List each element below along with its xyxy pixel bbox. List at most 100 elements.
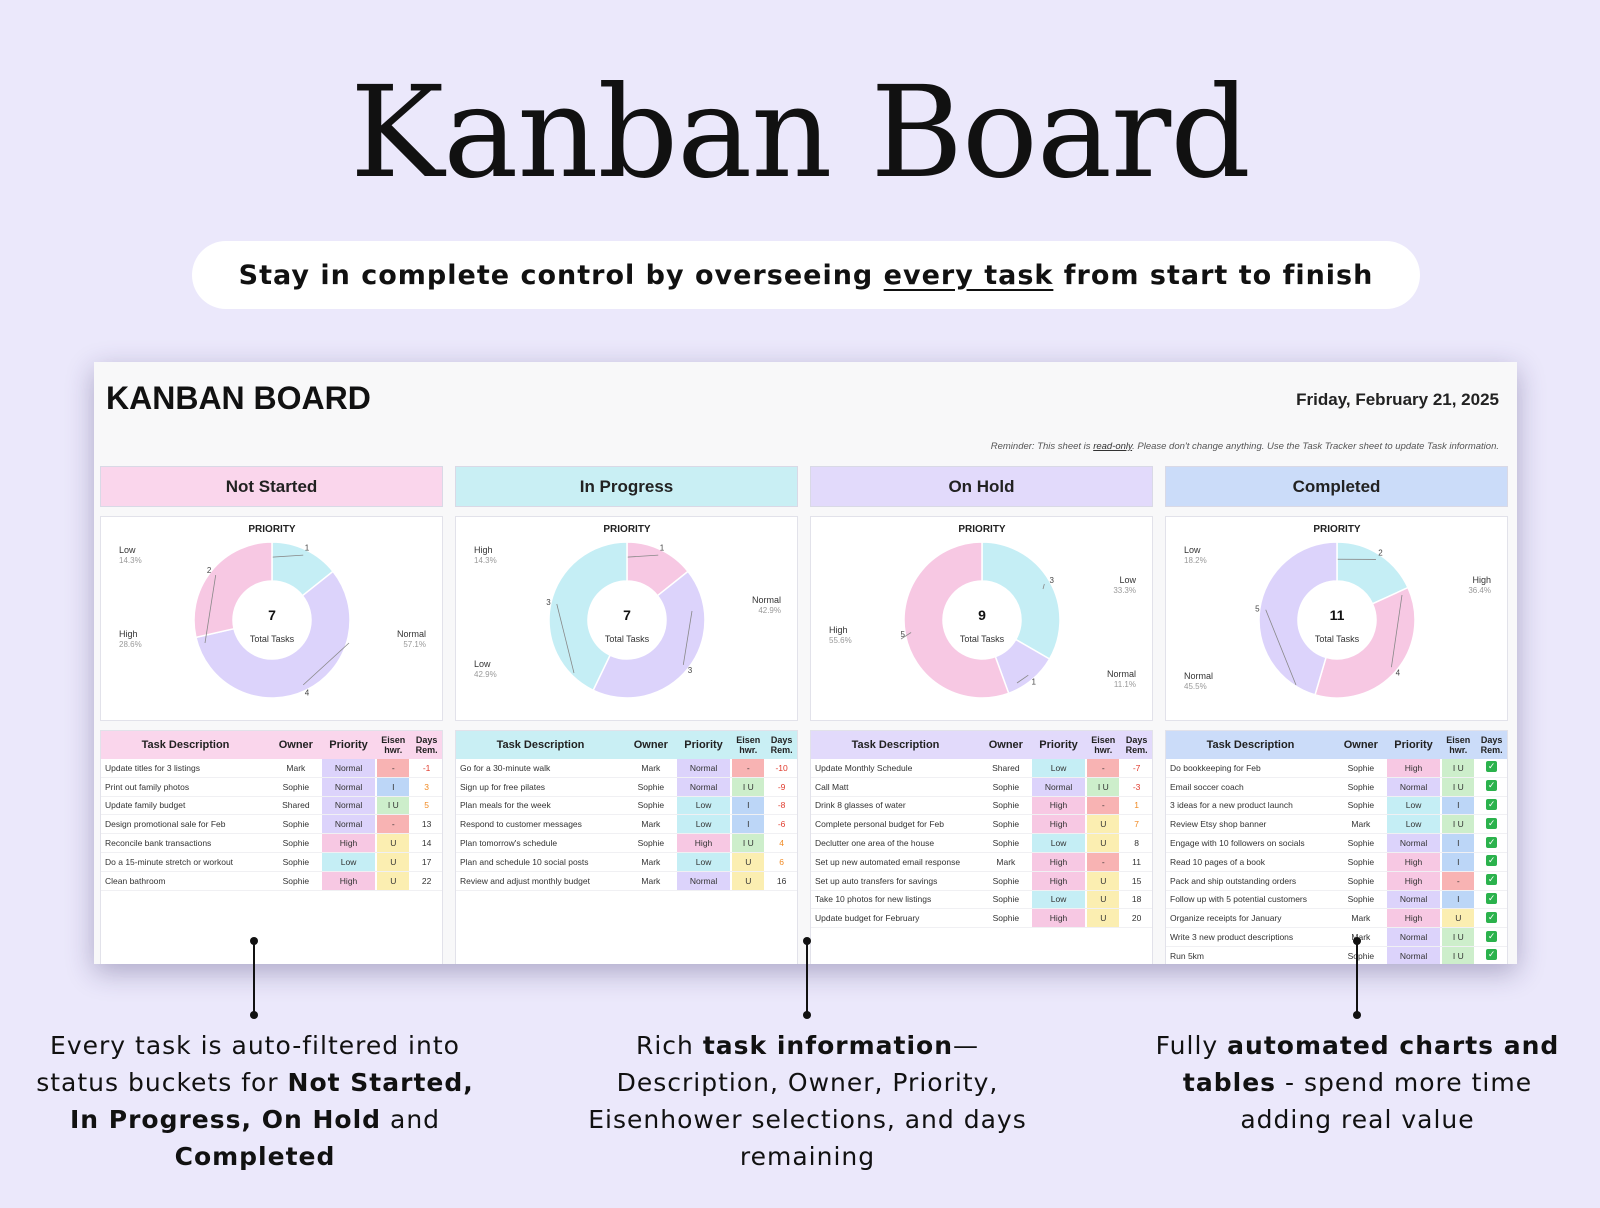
table-row[interactable]: Follow up with 5 potential customers Soph… <box>1166 890 1507 910</box>
header-days[interactable]: Days Rem. <box>1480 735 1503 755</box>
header-owner[interactable]: Owner <box>633 739 668 751</box>
table-row[interactable]: Update budget for February Sophie High U 20 <box>811 909 1152 929</box>
tagline-pill: Stay in complete control by overseeing e… <box>192 241 1420 309</box>
column-header-not_started: Not Started <box>100 466 443 507</box>
table-row[interactable]: Set up new automated email response Mark H… <box>811 852 1152 872</box>
header-days[interactable]: Days Rem. <box>770 735 793 755</box>
header-owner[interactable]: Owner <box>988 739 1023 751</box>
table-row[interactable]: Email soccer coach Sophie Normal I U ✓ <box>1166 777 1507 797</box>
task-priority: Low <box>321 852 376 871</box>
hero-title: Kanban Board <box>350 59 1251 206</box>
task-priority: Low <box>676 852 731 871</box>
task-days-remaining: 6 <box>779 856 784 867</box>
task-owner: Sophie <box>992 781 1020 792</box>
table-row[interactable]: Review and adjust monthly budget Mark Norm… <box>456 871 797 891</box>
caption-left-line4: Completed <box>174 1142 336 1171</box>
completed-check-icon: ✓ <box>1486 761 1498 773</box>
table-row[interactable]: Call Matt Sophie Normal I U -3 <box>811 777 1152 797</box>
table-row[interactable]: Complete personal budget for Feb Sophie Hi… <box>811 815 1152 835</box>
table-row[interactable]: Print out family photos Sophie Normal I 3 <box>101 777 442 797</box>
header-days[interactable]: Days Rem. <box>415 735 438 755</box>
table-row[interactable]: 3 ideas for a new product launch Sophie Lo… <box>1166 796 1507 816</box>
leader-line <box>556 603 575 674</box>
sheet-title: KANBAN BOARD <box>106 380 371 416</box>
table-row[interactable]: Drink 8 glasses of water Sophie High - 1 <box>811 796 1152 816</box>
table-row[interactable]: Go for a 30-minute walk Mark Normal - -10 <box>456 759 797 778</box>
header-eisen[interactable]: Eisen hwr. <box>1446 735 1471 755</box>
task-eisenhower: U <box>377 834 410 852</box>
task-description: Set up auto transfers for savings <box>815 875 938 886</box>
table-row[interactable]: Plan tomorrow's schedule Sophie High I U 4 <box>456 834 797 853</box>
header-priority[interactable]: Priority <box>1039 739 1078 751</box>
slice-value-label: 4 <box>1396 669 1401 678</box>
header-desc[interactable]: Task Description <box>141 739 230 751</box>
percent-label: 57.1% <box>403 640 426 649</box>
table-row[interactable]: Pack and ship outstanding orders Sophie Hi… <box>1166 871 1507 891</box>
slice-value-label: 4 <box>305 689 310 698</box>
table-row[interactable]: Clean bathroom Sophie High U 22 <box>101 871 442 891</box>
header-desc[interactable]: Task Description <box>1206 739 1295 751</box>
table-row[interactable]: Update family budget Shared Normal I U 5 <box>101 796 442 816</box>
percent-label: 33.3% <box>1113 586 1136 595</box>
table-row[interactable]: Plan and schedule 10 social posts Mark Low… <box>456 852 797 872</box>
task-days-remaining: -8 <box>777 800 786 811</box>
task-description: Organize receipts for January <box>1170 913 1282 924</box>
table-row[interactable]: Write 3 new product descriptions Mark Norm… <box>1166 928 1507 947</box>
column-header-on_hold: On Hold <box>810 466 1153 507</box>
task-description: Write 3 new product descriptions <box>1170 932 1294 943</box>
percent-label: 36.4% <box>1468 586 1491 595</box>
table-row[interactable]: Design promotional sale for Feb Sophie Nor… <box>101 815 442 835</box>
column-header-completed: Completed <box>1165 466 1508 507</box>
task-priority: High <box>321 834 376 852</box>
total-count: 7 <box>623 607 631 623</box>
table-row[interactable]: Set up auto transfers for savings Sophie H… <box>811 871 1152 891</box>
header-priority[interactable]: Priority <box>329 739 368 751</box>
header-owner[interactable]: Owner <box>1343 739 1378 751</box>
category-label: High <box>829 625 848 635</box>
task-eisenhower: I U <box>1442 928 1475 946</box>
slice-high <box>903 541 1010 699</box>
column-in_progress: In Progress PRIORITY 1 High 14.3% 3 Normal 42.9… <box>455 466 798 964</box>
table-row[interactable]: Take 10 photos for new listings Sophie Low… <box>811 890 1152 910</box>
header-eisen[interactable]: Eisen hwr. <box>381 735 406 755</box>
table-row[interactable]: Read 10 pages of a book Sophie High I ✓ <box>1166 852 1507 872</box>
table-row[interactable]: Plan meals for the week Sophie Low I -8 <box>456 796 797 816</box>
column-not_started: Not Started PRIORITY 1 Low 14.3% 4 Normal 57.1%… <box>100 466 443 964</box>
task-days-remaining: 5 <box>424 800 429 811</box>
header-days[interactable]: Days Rem. <box>1125 735 1148 755</box>
table-row[interactable]: Respond to customer messages Mark Low I -6 <box>456 815 797 835</box>
task-owner: Mark <box>641 819 661 830</box>
task-priority: Normal <box>321 815 376 834</box>
table-row[interactable]: Sign up for free pilates Sophie Normal I U -… <box>456 777 797 797</box>
task-eisenhower: U <box>1087 890 1120 909</box>
task-description: Design promotional sale for Feb <box>105 819 226 830</box>
table-row[interactable]: Do bookkeeping for Feb Sophie High I U ✓ <box>1166 759 1507 778</box>
table-row[interactable]: Reconcile bank transactions Sophie High U 14 <box>101 834 442 853</box>
header-eisen[interactable]: Eisen hwr. <box>736 735 761 755</box>
table-row[interactable]: Review Etsy shop banner Mark Low I U ✓ <box>1166 815 1507 835</box>
task-description: Take 10 photos for new listings <box>815 894 932 905</box>
task-description: 3 ideas for a new product launch <box>1170 800 1293 811</box>
table-row[interactable]: Update Monthly Schedule Shared Low - -7 <box>811 759 1152 778</box>
pointer-dot-left <box>250 937 258 945</box>
task-priority: Low <box>676 815 731 834</box>
pointer-line-middle <box>806 941 808 1015</box>
table-row[interactable]: Declutter one area of the house Sophie Low… <box>811 834 1152 853</box>
header-desc[interactable]: Task Description <box>851 739 940 751</box>
slice-low <box>548 541 628 692</box>
header-eisen[interactable]: Eisen hwr. <box>1091 735 1116 755</box>
reminder-link[interactable]: read-only <box>1093 441 1133 452</box>
task-owner: Sophie <box>282 838 310 849</box>
header-desc[interactable]: Task Description <box>496 739 585 751</box>
priority-chart-not_started: PRIORITY 1 Low 14.3% 4 Normal 57.1% 2 High 28.6% 7… <box>100 516 443 721</box>
table-row[interactable]: Update titles for 3 listings Mark Normal - -… <box>101 759 442 778</box>
table-row[interactable]: Run 5km Sophie Normal I U ✓ <box>1166 946 1507 964</box>
header-owner[interactable]: Owner <box>278 739 313 751</box>
header-priority[interactable]: Priority <box>1394 739 1433 751</box>
header-priority[interactable]: Priority <box>684 739 723 751</box>
priority-chart-completed: PRIORITY 2 Low 18.2% 4 High 36.4% 5 Normal 45.5% 1… <box>1165 516 1508 721</box>
leader-line <box>1042 583 1045 590</box>
table-row[interactable]: Organize receipts for January Mark High U ✓ <box>1166 909 1507 929</box>
table-row[interactable]: Engage with 10 followers on socials Sophi… <box>1166 834 1507 853</box>
table-row[interactable]: Do a 15-minute stretch or workout Sophie L… <box>101 852 442 872</box>
